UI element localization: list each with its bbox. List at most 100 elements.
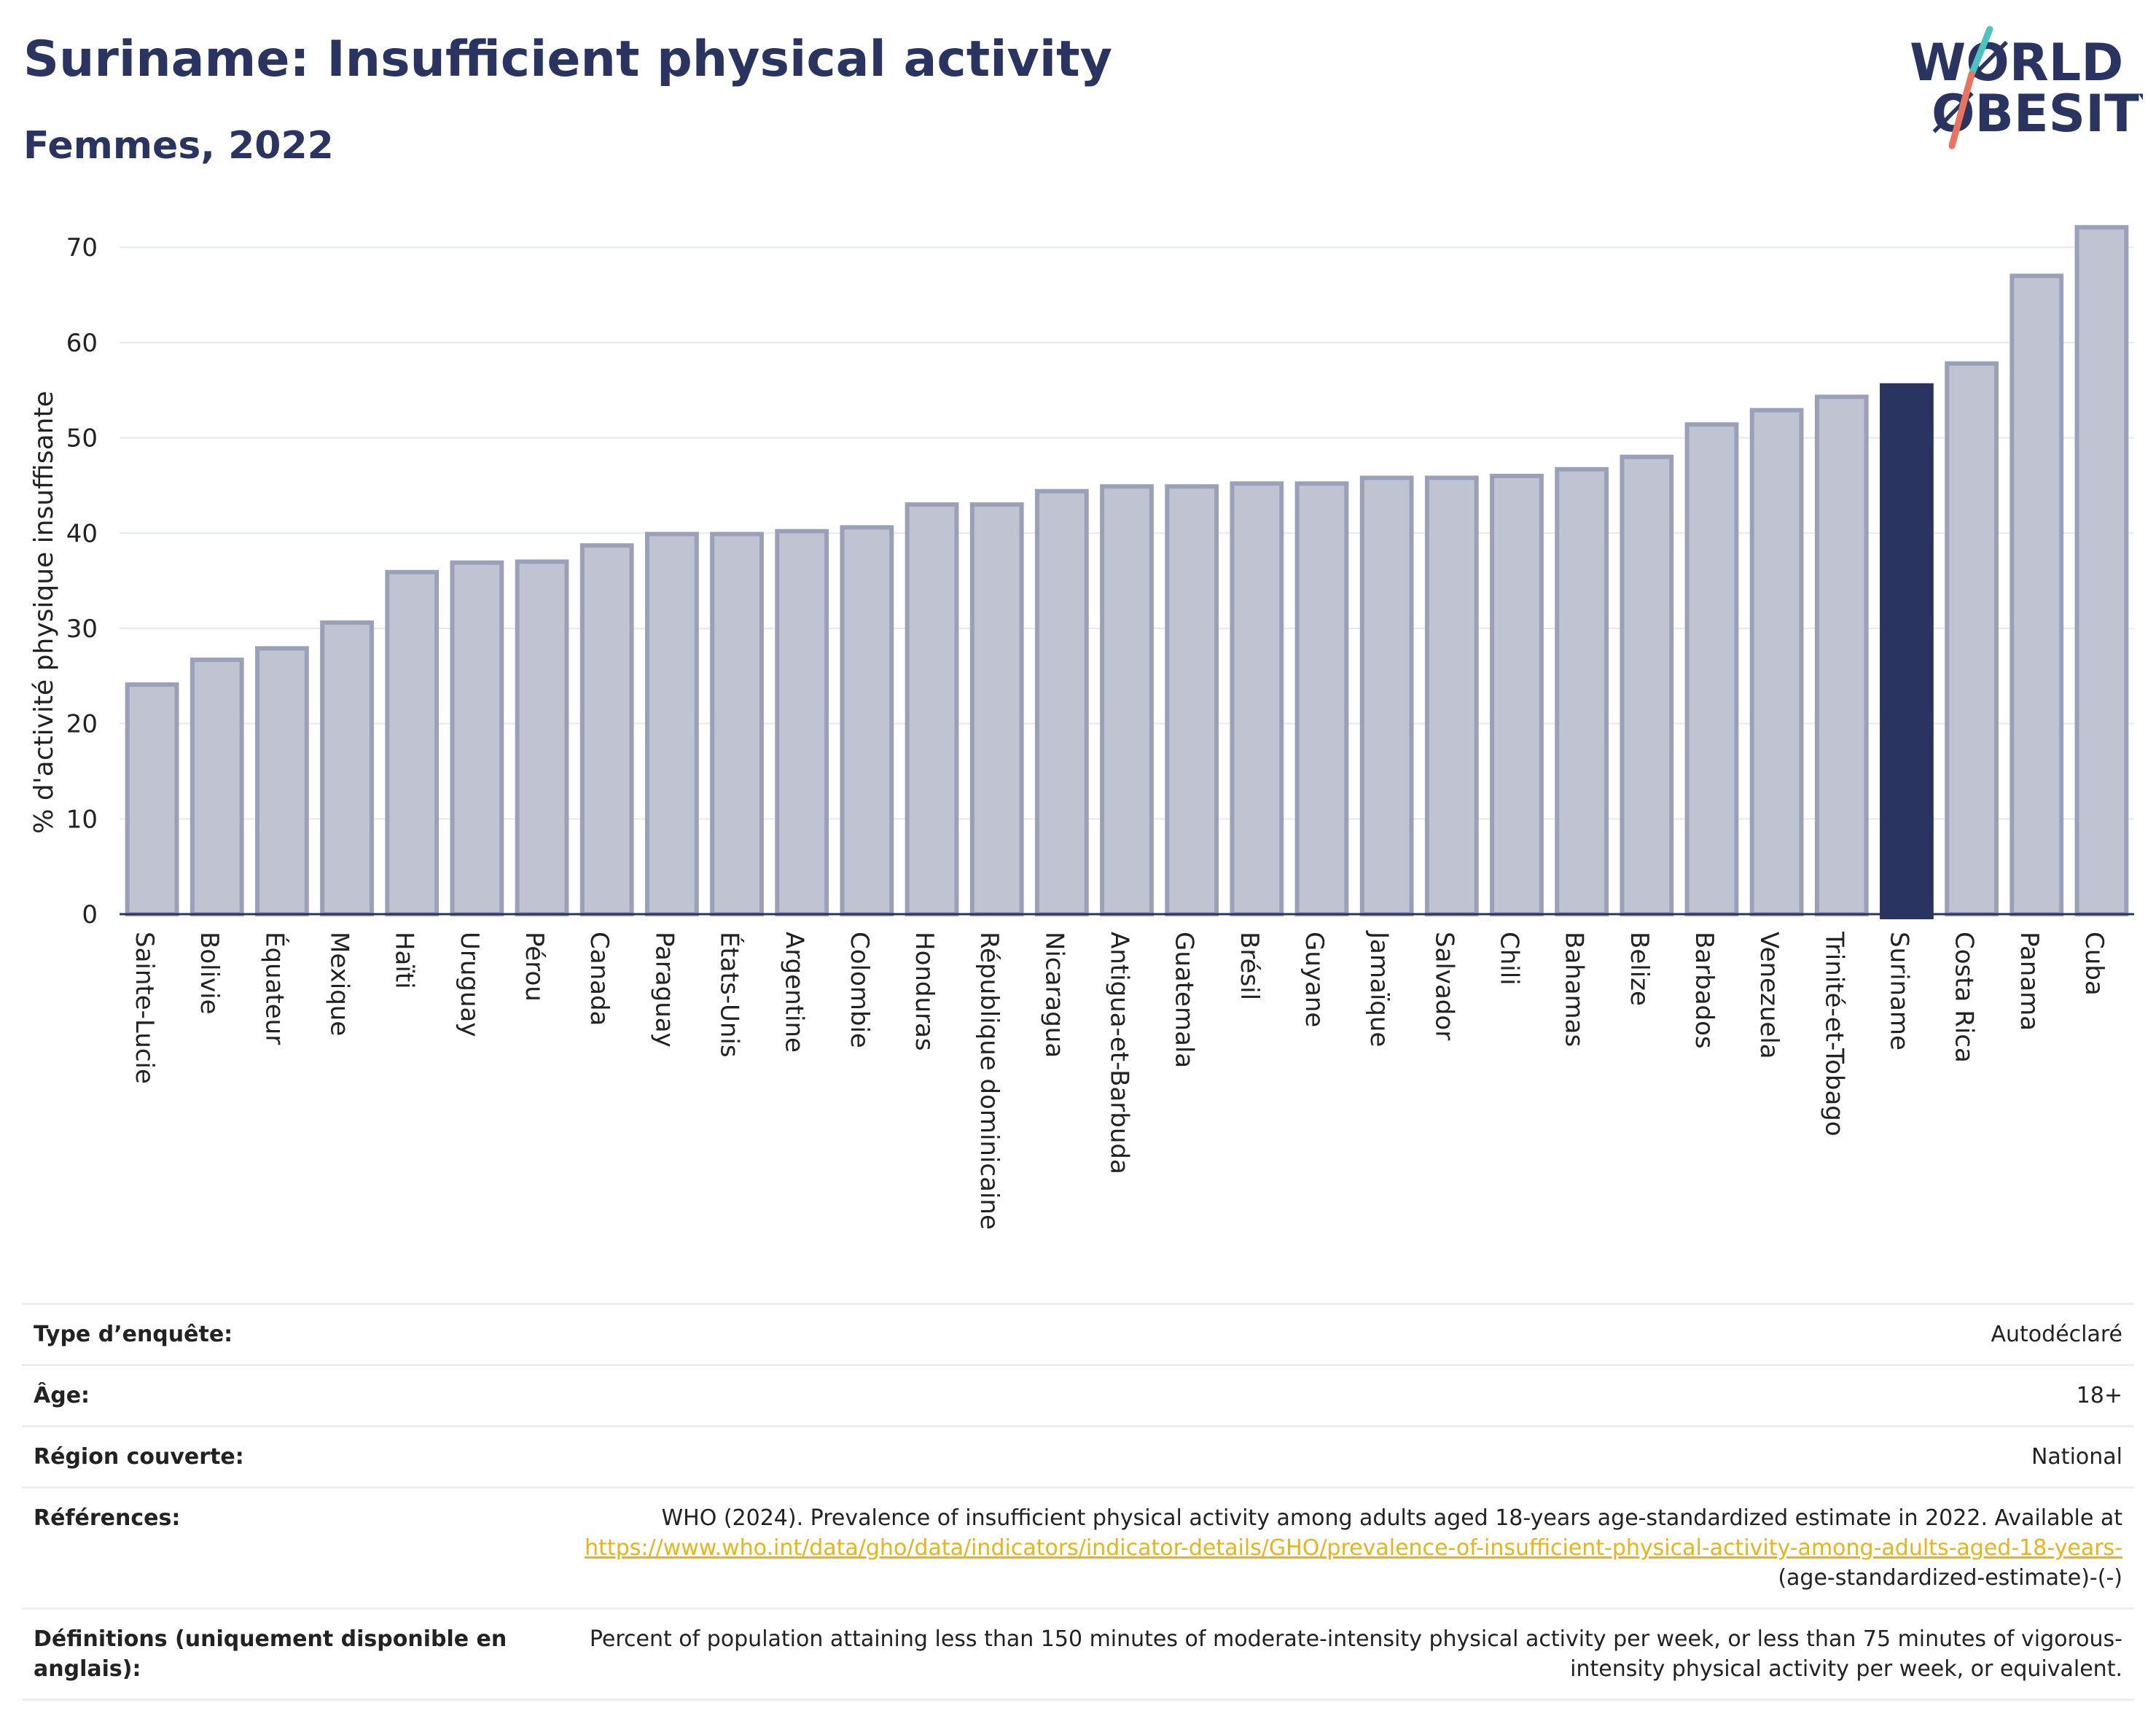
- x-tick-label: Bolivie: [195, 932, 224, 1015]
- y-axis-label: % d'activité physique insuffisante: [29, 391, 59, 833]
- bar-belize: [1620, 454, 1674, 916]
- x-tick-label: Nicaragua: [1039, 932, 1069, 1058]
- x-tick-label: Costa Rica: [1950, 932, 1979, 1063]
- bar-ha-ti: [385, 569, 440, 917]
- x-tick-label: Suriname: [1884, 932, 1913, 1050]
- logo-line-1: WØRLD: [1910, 33, 2123, 93]
- info-row-age: Âge: 18+: [22, 1364, 2134, 1427]
- bar-venezuela: [1749, 408, 1804, 917]
- page-subtitle: Femmes, 2022: [23, 124, 334, 168]
- info-row-references: Références: WHO (2024). Prevalence of in…: [22, 1486, 2134, 1609]
- x-tick-label: Brésil: [1235, 932, 1264, 1000]
- y-tick-label: 40: [66, 519, 98, 548]
- x-tick-label: Salvador: [1429, 932, 1458, 1040]
- x-tick-label: Guatemala: [1170, 932, 1199, 1068]
- x-tick-label: Mexique: [325, 932, 354, 1036]
- bar-costa-rica: [1945, 361, 1999, 916]
- x-tick-label: Canada: [585, 932, 614, 1026]
- info-key: Références:: [22, 1486, 541, 1609]
- bar-uruguay: [450, 560, 504, 916]
- logo-slash-bottom: [1948, 71, 1975, 149]
- y-axis-ticks: 0 10 20 30 40 50 60 70: [66, 233, 98, 929]
- bar-p-rou: [515, 559, 569, 916]
- bar-barbados: [1684, 422, 1739, 916]
- bar-antigua-et-barbuda: [1100, 484, 1154, 916]
- reference-link[interactable]: https://www.who.int/data/gho/data/indica…: [585, 1535, 2122, 1561]
- x-tick-label: Chili: [1494, 932, 1523, 986]
- logo-slash-top: [1968, 26, 1993, 78]
- x-tick-label: République dominicaine: [975, 932, 1004, 1230]
- y-tick-label: 50: [66, 424, 98, 453]
- bar-suriname: [1880, 383, 1934, 920]
- info-key: Définitions (uniquement disponible en an…: [22, 1607, 541, 1701]
- bar-canada: [579, 543, 634, 916]
- bar-honduras: [905, 502, 959, 916]
- y-tick-label: 30: [66, 615, 98, 644]
- x-tick-label: Panama: [2015, 932, 2044, 1031]
- bars: [125, 225, 2129, 920]
- bar-argentine: [775, 529, 829, 917]
- x-tick-label: Colombie: [845, 932, 874, 1048]
- bar-paraguay: [644, 531, 699, 916]
- x-tick-label: Pérou: [520, 932, 549, 1002]
- bar-r-publique-dominicaine: [969, 502, 1024, 916]
- bar-guatemala: [1165, 484, 1219, 916]
- reference-text-after: (age-standardized-estimate)-(-): [1778, 1565, 2122, 1591]
- reference-text: WHO (2024). Prevalence of insufficient p…: [661, 1505, 2122, 1531]
- x-tick-label: Trinité-et-Tobago: [1819, 931, 1848, 1136]
- info-row-definitions: Définitions (uniquement disponible en an…: [22, 1607, 2134, 1701]
- info-value: Percent of population attaining less tha…: [541, 1607, 2134, 1701]
- bar-bahamas: [1555, 467, 1609, 916]
- y-tick-label: 20: [66, 710, 98, 739]
- bar-jama-que: [1359, 475, 1414, 916]
- x-tick-label: Honduras: [910, 932, 939, 1051]
- x-tick-label: Belize: [1625, 932, 1654, 1006]
- bar-colombie: [840, 525, 894, 916]
- bar--tats-unis: [710, 531, 764, 916]
- bar-bolivie: [190, 658, 244, 916]
- info-key: Type d’enquête:: [22, 1303, 541, 1365]
- y-tick-label: 70: [66, 233, 98, 262]
- info-row-survey-type: Type d’enquête: Autodéclaré: [22, 1303, 2134, 1365]
- bar-panama: [2009, 273, 2064, 917]
- info-table: Type d’enquête: Autodéclaré Âge: 18+ Rég…: [22, 1303, 2134, 1701]
- x-tick-label: Sainte-Lucie: [130, 932, 159, 1084]
- bar-sainte-lucie: [125, 682, 179, 916]
- x-tick-label: Jamaïque: [1364, 930, 1394, 1047]
- info-key: Âge:: [22, 1364, 541, 1427]
- bar-nicaragua: [1034, 488, 1089, 916]
- x-tick-label: Haïti: [390, 932, 419, 989]
- info-value: WHO (2024). Prevalence of insufficient p…: [541, 1486, 2134, 1609]
- bar-br-sil: [1230, 481, 1284, 916]
- x-tick-label: Bahamas: [1560, 932, 1589, 1047]
- x-tick-label: Venezuela: [1754, 932, 1784, 1059]
- bar-chili: [1490, 473, 1544, 916]
- bar-mexique: [320, 620, 374, 917]
- x-tick-label: Paraguay: [649, 932, 679, 1048]
- info-row-region: Région couverte: National: [22, 1425, 2134, 1488]
- x-axis-labels: Sainte-Lucie Bolivie Équateur Mexique Haïti U…: [130, 930, 2109, 1230]
- x-tick-label: Guyane: [1300, 932, 1329, 1027]
- info-value: 18+: [541, 1364, 2134, 1427]
- bar--quateur: [255, 646, 309, 916]
- world-obesity-logo: WØRLD ØBESITY: [1910, 26, 2143, 149]
- bar-guyane: [1294, 481, 1349, 916]
- y-tick-label: 0: [82, 900, 98, 929]
- y-tick-label: 10: [66, 805, 98, 834]
- x-tick-label: Antigua-et-Barbuda: [1105, 932, 1134, 1174]
- bar-chart: 0 10 20 30 40 50 60 70 Sainte-Lucie Bolivie Équat…: [29, 225, 2134, 1230]
- x-tick-label: États-Unis: [715, 932, 745, 1058]
- x-tick-label: Équateur: [259, 932, 289, 1045]
- x-tick-label: Uruguay: [455, 932, 484, 1037]
- x-tick-label: Barbados: [1690, 932, 1719, 1049]
- info-value: National: [541, 1425, 2134, 1488]
- y-tick-label: 60: [66, 329, 98, 358]
- info-value: Autodéclaré: [541, 1303, 2134, 1365]
- bar-cuba: [2074, 225, 2129, 916]
- x-tick-label: Cuba: [2079, 932, 2109, 996]
- x-tick-label: Argentine: [780, 932, 809, 1053]
- bar-trinit-et-tobago: [1814, 394, 1869, 917]
- page-title: Suriname: Insufficient physical activity: [23, 31, 1112, 88]
- bar-salvador: [1424, 475, 1479, 916]
- info-key: Région couverte:: [22, 1425, 541, 1488]
